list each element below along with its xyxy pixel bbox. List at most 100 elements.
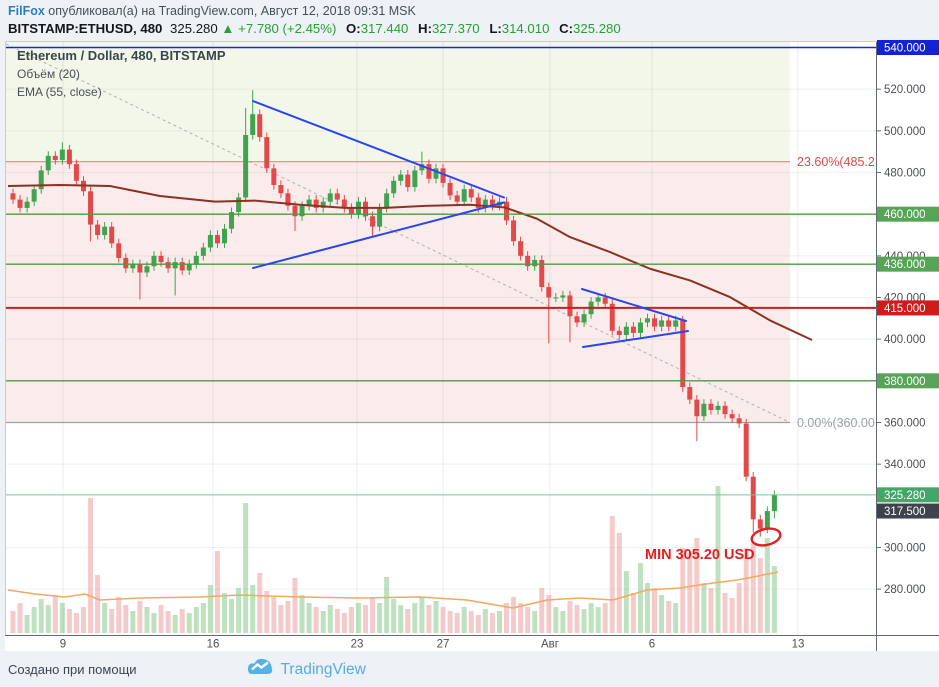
volume-bar (398, 605, 404, 633)
trendline (581, 288, 687, 322)
chart-legend: Ethereum / Dollar, 480, BITSTAMP Объём (… (17, 47, 226, 101)
y-highlight-label-bg (877, 256, 939, 272)
volume-bar (701, 583, 707, 633)
candle-body (553, 297, 559, 299)
candle-body (31, 189, 37, 202)
volume-bar (496, 611, 502, 633)
volume-bar (553, 607, 559, 633)
y-tick-label: 520.000 (884, 84, 926, 96)
candle-body (165, 262, 171, 269)
candle-body (546, 287, 552, 298)
volume-bar (172, 615, 178, 633)
candle-body (17, 199, 23, 208)
candle-body (560, 295, 566, 298)
candle-body (341, 199, 347, 208)
y-highlight-label: 415.000 (884, 303, 926, 315)
volume-ma-line (7, 571, 779, 609)
candle-body (313, 199, 319, 208)
volume-bar (102, 603, 108, 633)
legend-ema-study[interactable]: EMA (55, close) (17, 85, 102, 99)
volume-bar (659, 595, 665, 633)
volume-bar (377, 603, 383, 633)
volume-bar (123, 605, 129, 633)
volume-bar (475, 615, 481, 633)
volume-bar (299, 595, 305, 633)
candle-body (602, 297, 608, 304)
volume-bar (595, 607, 601, 633)
candle-body (609, 303, 615, 331)
candle-body (482, 199, 488, 208)
fib-zone (5, 41, 790, 162)
legend-symbol[interactable]: Ethereum / Dollar, 480, BITSTAMP (17, 48, 226, 63)
high-value: 327.370 (431, 21, 480, 36)
volume-bar (334, 609, 340, 633)
volume-bar (489, 613, 495, 633)
candle-body (130, 264, 136, 269)
x-tick-label: 16 (207, 639, 220, 651)
candle-body (764, 511, 770, 529)
symbol-info: BITSTAMP:ETHUSD, 480 325.280 ▲ +7.780 (+… (8, 20, 621, 37)
y-tick-label: 500.000 (884, 126, 926, 138)
volume-bar (285, 601, 291, 633)
volume-bar (736, 583, 742, 633)
volume-bar (419, 597, 425, 633)
y-highlight-label-bg (877, 373, 939, 389)
candle-body (771, 494, 777, 512)
volume-bar (504, 603, 509, 633)
volume-bar (560, 611, 566, 633)
y-highlight-label: 460.000 (884, 209, 926, 221)
candle-body (701, 403, 707, 417)
volume-bar (137, 601, 143, 633)
candle-body (137, 264, 143, 273)
volume-bar (764, 538, 770, 633)
volume-bar (17, 603, 23, 633)
volume-bar (306, 603, 312, 633)
volume-bar (243, 503, 249, 633)
volume-bar (88, 498, 94, 633)
candle-body (666, 320, 672, 327)
x-tick-label: 13 (792, 639, 805, 651)
symbol-name[interactable]: BITSTAMP:ETHUSD, 480 (8, 21, 163, 36)
candle-body (391, 180, 397, 194)
tradingview-brand-link[interactable]: TradingView (280, 660, 366, 678)
legend-volume-study[interactable]: Объём (20) (17, 67, 80, 81)
y-highlight-label: 380.000 (884, 376, 926, 388)
candle-body (229, 212, 235, 229)
candle-body (567, 295, 573, 317)
fib-zone (5, 161, 790, 423)
candle-body (38, 170, 44, 190)
candle-body (377, 207, 383, 227)
candle-body (243, 134, 249, 198)
volume-bar (10, 611, 16, 633)
candle-body (222, 228, 227, 244)
candle-body (52, 155, 58, 160)
candle-body (172, 262, 178, 269)
candle-body (715, 405, 721, 410)
fib-labels: 23.60%(485.2 0.00%(360.00 (797, 155, 875, 430)
volume-bar (193, 607, 199, 633)
y-tick-label: 400.000 (884, 334, 926, 346)
candle-body (405, 174, 411, 188)
volume-bar (645, 583, 650, 633)
candle-body (440, 168, 446, 183)
volume-bar (757, 558, 763, 633)
volume-bar (532, 611, 538, 633)
candle-body (334, 193, 340, 200)
volume-bar (567, 601, 573, 633)
y-tick-label: 300.000 (884, 542, 926, 554)
volume-bar (588, 603, 594, 633)
candle-body (398, 174, 404, 181)
candle-body (673, 320, 679, 327)
candle-body (95, 224, 101, 235)
tradingview-logo-icon[interactable] (247, 657, 274, 682)
volume-bar (652, 588, 658, 633)
candle-body (574, 316, 580, 323)
author-link[interactable]: FilFox (8, 4, 45, 18)
candle-body (285, 193, 291, 206)
volume-bar (384, 577, 390, 633)
candle-body (193, 255, 199, 265)
candle-body (24, 201, 30, 208)
volume-bar (666, 601, 672, 633)
volume-bar (574, 605, 580, 633)
